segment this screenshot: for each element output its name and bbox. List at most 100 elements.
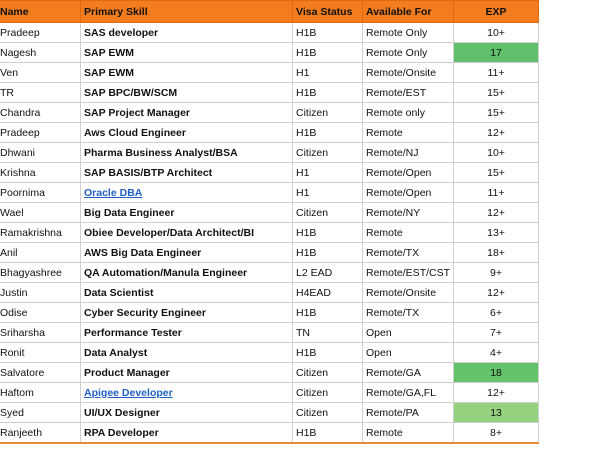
cell-text: RPA Developer: [84, 426, 159, 439]
availability-cell: Remote/EST: [361, 82, 455, 103]
cell-text: Chandra: [0, 106, 41, 119]
cell-text: SAP EWM: [84, 66, 134, 79]
header-row: Name Primary Skill Visa Status Available Fo…: [0, 0, 540, 23]
cell-text: 15+: [487, 166, 505, 179]
cell-text: H1B: [296, 306, 317, 319]
cell-text: 7+: [490, 326, 503, 339]
cell-text: Syed: [0, 406, 24, 419]
cell-text[interactable]: Oracle DBA: [84, 186, 143, 199]
name-cell: Poornima: [0, 182, 81, 203]
cell-text: TR: [0, 86, 14, 99]
availability-cell: Open: [361, 342, 455, 363]
cell-text: Remote/TX: [366, 246, 420, 259]
visa-cell: H1B: [292, 42, 363, 63]
cell-text: Citizen: [296, 206, 329, 219]
visa-cell: H1B: [292, 122, 363, 143]
name-cell: Sriharsha: [0, 322, 81, 343]
cell-text: Open: [366, 326, 392, 339]
visa-cell: Citizen: [292, 402, 363, 423]
cell-text: 13: [490, 406, 502, 419]
cell-text: 11+: [487, 66, 505, 79]
cell-text: AWS Big Data Engineer: [84, 246, 202, 259]
cell-text: H1B: [296, 126, 317, 139]
cell-text: Data Scientist: [84, 286, 154, 299]
exp-cell: 17: [453, 42, 540, 63]
cell-text: Remote/PA: [366, 406, 419, 419]
cell-text: 11+: [487, 186, 505, 199]
availability-cell: Remote/GA: [361, 362, 455, 383]
cell-text: Remote: [366, 126, 403, 139]
availability-cell: Remote: [361, 222, 455, 243]
cell-text: 12+: [487, 286, 505, 299]
cell-text: H1B: [296, 346, 317, 359]
cell-text[interactable]: Apigee Developer: [84, 386, 173, 399]
exp-cell: 4+: [453, 342, 540, 363]
cell-text: H1: [296, 186, 310, 199]
table-row: Anil AWS Big Data Engineer H1B Remote/TX 18+: [0, 242, 540, 263]
cell-text: H1B: [296, 226, 317, 239]
visa-cell: H1B: [292, 222, 363, 243]
cell-text: Remote/Onsite: [366, 286, 437, 299]
table-row: Poornima Oracle DBA H1 Remote/Open 11+: [0, 182, 540, 203]
cell-text: 12+: [487, 386, 505, 399]
exp-cell: 18: [453, 362, 540, 383]
visa-cell: L2 EAD: [292, 262, 363, 283]
skill-cell: Performance Tester: [80, 322, 293, 343]
availability-cell: Remote/Onsite: [361, 282, 455, 303]
cell-text: SAP EWM: [84, 46, 134, 59]
cell-text: 10+: [487, 146, 505, 159]
table-row: Justin Data Scientist H4EAD Remote/Onsite 12…: [0, 282, 540, 303]
availability-cell: Remote: [361, 422, 455, 444]
header-cell: Available For: [361, 0, 455, 23]
skill-cell: SAP Project Manager: [80, 102, 293, 123]
cell-text: Remote/TX: [366, 306, 420, 319]
cell-text: Remote/EST: [366, 86, 427, 99]
table-row: Pradeep SAS developer H1B Remote Only 10+: [0, 22, 540, 43]
table-row: Ranjeeth RPA Developer H1B Remote 8+: [0, 422, 540, 444]
cell-text: Citizen: [296, 106, 329, 119]
availability-cell: Open: [361, 322, 455, 343]
availability-cell: Remote: [361, 122, 455, 143]
name-cell: Odise: [0, 302, 81, 323]
cell-text: Ronit: [0, 346, 25, 359]
exp-cell: 6+: [453, 302, 540, 323]
name-cell: Ranjeeth: [0, 422, 81, 444]
exp-cell: 15+: [453, 162, 540, 183]
cell-text: Ven: [0, 66, 19, 79]
cell-text: 13+: [487, 226, 505, 239]
name-cell: Syed: [0, 402, 81, 423]
table-row: Ven SAP EWM H1 Remote/Onsite 11+: [0, 62, 540, 83]
exp-cell: 12+: [453, 122, 540, 143]
cell-text: Bhagyashree: [0, 266, 62, 279]
cell-text: Remote: [366, 426, 403, 439]
cell-text: Data Analyst: [84, 346, 148, 359]
name-cell: Dhwani: [0, 142, 81, 163]
exp-cell: 11+: [453, 62, 540, 83]
cell-text: Odise: [0, 306, 28, 319]
skill-cell: Obiee Developer/Data Architect/BI: [80, 222, 293, 243]
availability-cell: Remote/NJ: [361, 142, 455, 163]
cell-text: Ranjeeth: [0, 426, 43, 439]
cell-text: Remote Only: [366, 46, 428, 59]
cell-text: SAP Project Manager: [84, 106, 191, 119]
header-cell: Visa Status: [292, 0, 363, 23]
skill-cell: Cyber Security Engineer: [80, 302, 293, 323]
cell-text: H1B: [296, 26, 317, 39]
cell-text: Remote/NY: [366, 206, 421, 219]
visa-cell: H1: [292, 162, 363, 183]
exp-cell: 15+: [453, 82, 540, 103]
candidate-table: Name Primary Skill Visa Status Available Fo…: [0, 0, 540, 444]
availability-cell: Remote/TX: [361, 242, 455, 263]
visa-cell: H1B: [292, 22, 363, 43]
skill-cell: AWS Big Data Engineer: [80, 242, 293, 263]
exp-cell: 10+: [453, 22, 540, 43]
cell-text: Wael: [0, 206, 24, 219]
cell-text: H1B: [296, 426, 317, 439]
skill-cell: Product Manager: [80, 362, 293, 383]
skill-cell: SAP EWM: [80, 42, 293, 63]
skill-cell: Pharma Business Analyst/BSA: [80, 142, 293, 163]
cell-text: Product Manager: [84, 366, 170, 379]
exp-cell: 12+: [453, 202, 540, 223]
cell-text: Haftom: [0, 386, 34, 399]
table-row: Wael Big Data Engineer Citizen Remote/NY 12+: [0, 202, 540, 223]
